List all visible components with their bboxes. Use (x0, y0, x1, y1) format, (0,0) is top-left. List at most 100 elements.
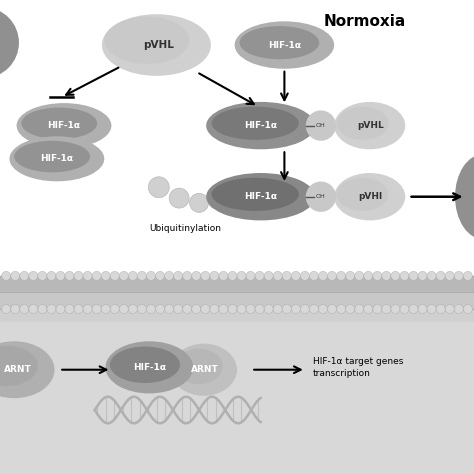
Circle shape (400, 304, 409, 314)
Text: OH: OH (316, 123, 326, 128)
Circle shape (273, 304, 282, 314)
Circle shape (192, 304, 201, 314)
Text: HIF-1α: HIF-1α (47, 121, 81, 130)
Circle shape (228, 304, 237, 314)
Circle shape (237, 271, 246, 281)
Circle shape (310, 304, 319, 314)
Circle shape (65, 304, 74, 314)
Circle shape (427, 271, 436, 281)
Circle shape (101, 271, 110, 281)
Circle shape (373, 271, 382, 281)
Circle shape (210, 271, 219, 281)
Circle shape (47, 304, 56, 314)
Circle shape (310, 271, 319, 281)
Circle shape (119, 304, 128, 314)
Text: Normoxia: Normoxia (324, 14, 406, 29)
Circle shape (219, 304, 228, 314)
Ellipse shape (110, 346, 180, 383)
Circle shape (29, 271, 38, 281)
Circle shape (273, 271, 282, 281)
Circle shape (373, 304, 382, 314)
Circle shape (464, 271, 472, 281)
Circle shape (11, 304, 20, 314)
Ellipse shape (102, 14, 211, 76)
Text: HIF-1α: HIF-1α (133, 363, 166, 372)
Circle shape (427, 304, 436, 314)
Text: pVHl: pVHl (359, 192, 383, 201)
Circle shape (454, 304, 463, 314)
Circle shape (364, 271, 373, 281)
Ellipse shape (17, 103, 111, 148)
Bar (0, 0, 474, 294)
Circle shape (400, 271, 409, 281)
Ellipse shape (206, 102, 315, 149)
Circle shape (346, 304, 355, 314)
Circle shape (391, 271, 400, 281)
Ellipse shape (334, 173, 405, 220)
Circle shape (1, 304, 11, 314)
Circle shape (110, 304, 119, 314)
Circle shape (83, 271, 92, 281)
Circle shape (292, 271, 301, 281)
Circle shape (190, 193, 209, 212)
Circle shape (137, 271, 146, 281)
Circle shape (92, 271, 101, 281)
Ellipse shape (334, 102, 405, 149)
Circle shape (337, 271, 346, 281)
Circle shape (146, 271, 155, 281)
Circle shape (20, 304, 29, 314)
Circle shape (306, 182, 336, 212)
Ellipse shape (337, 107, 389, 140)
Circle shape (301, 304, 310, 314)
Ellipse shape (21, 108, 97, 139)
Ellipse shape (239, 26, 319, 59)
Circle shape (355, 271, 364, 281)
Circle shape (38, 304, 47, 314)
Circle shape (445, 304, 454, 314)
Circle shape (128, 271, 137, 281)
Ellipse shape (0, 346, 38, 386)
Circle shape (38, 271, 47, 281)
Circle shape (283, 304, 292, 314)
Circle shape (355, 304, 364, 314)
Text: ARNT: ARNT (4, 365, 32, 374)
Circle shape (246, 304, 255, 314)
Circle shape (337, 304, 346, 314)
Circle shape (264, 271, 273, 281)
Circle shape (382, 271, 391, 281)
Text: HIF-1α: HIF-1α (244, 192, 277, 201)
Circle shape (319, 271, 328, 281)
Circle shape (454, 271, 463, 281)
Circle shape (201, 304, 210, 314)
Circle shape (328, 304, 337, 314)
Ellipse shape (455, 154, 474, 239)
Circle shape (11, 271, 20, 281)
Circle shape (192, 271, 201, 281)
Circle shape (74, 304, 83, 314)
Circle shape (128, 304, 137, 314)
Ellipse shape (9, 137, 104, 181)
Ellipse shape (211, 178, 299, 211)
Ellipse shape (0, 341, 55, 398)
Circle shape (74, 271, 83, 281)
Ellipse shape (105, 341, 193, 393)
Circle shape (228, 271, 237, 281)
Ellipse shape (211, 107, 299, 140)
Circle shape (436, 271, 445, 281)
Ellipse shape (235, 21, 334, 69)
Circle shape (418, 271, 427, 281)
Circle shape (445, 271, 454, 281)
Circle shape (306, 110, 336, 141)
Circle shape (208, 191, 226, 209)
Circle shape (301, 271, 310, 281)
Ellipse shape (175, 349, 223, 384)
Text: HIF-1α: HIF-1α (268, 41, 301, 49)
Circle shape (1, 271, 11, 281)
Circle shape (391, 304, 400, 314)
Circle shape (56, 304, 65, 314)
Circle shape (264, 304, 273, 314)
Circle shape (148, 177, 169, 198)
Ellipse shape (171, 344, 237, 396)
Circle shape (164, 304, 173, 314)
Circle shape (255, 271, 264, 281)
